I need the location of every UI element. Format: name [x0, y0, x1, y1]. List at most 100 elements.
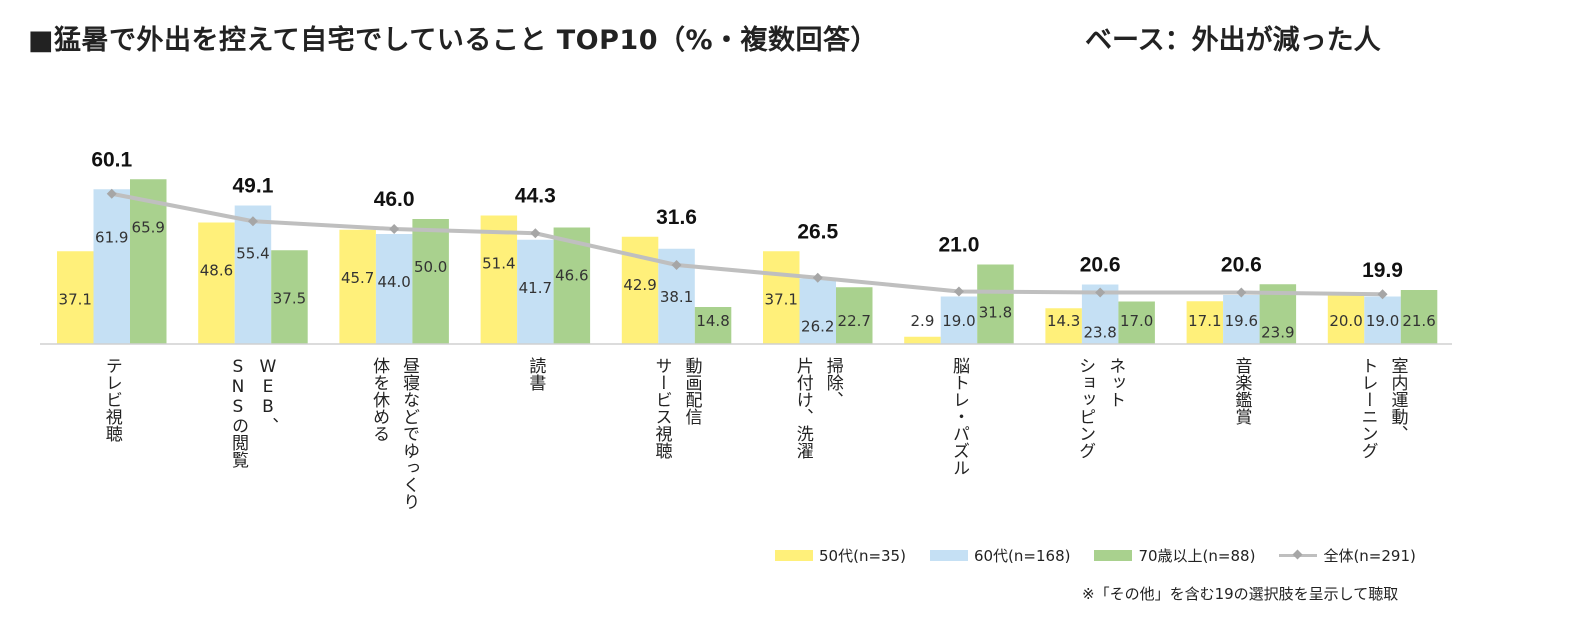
data-label-60s-8: 23.8	[1083, 324, 1116, 342]
bar-70s-10	[1400, 290, 1438, 344]
data-label-60s-4: 41.7	[519, 279, 552, 297]
total-point-10	[1377, 289, 1388, 300]
data-label-50s-6: 37.1	[765, 290, 798, 308]
total-point-7	[953, 286, 964, 297]
bar-line-chart: 37.1 48.6 45.7 51.4 42.9 37.1 2.9 14.3 17.1 20.0 6…	[40, 148, 1452, 510]
bar-60s-10	[1364, 296, 1401, 344]
data-label-50s-10: 20.0	[1329, 312, 1362, 330]
bar-50s-10	[1327, 294, 1365, 344]
data-label-70s-8: 17.0	[1120, 312, 1153, 330]
bar-60s-6	[799, 278, 836, 344]
total-point-8	[1095, 287, 1106, 298]
category-label-2-line1: SNSの閲覧	[228, 357, 249, 469]
bar-70s-8	[1118, 301, 1155, 344]
bar-60s-9	[1223, 295, 1260, 344]
legend-item-50s: 50代(n=35)	[775, 545, 906, 566]
category-label-5-line2: 動画配信	[682, 357, 703, 425]
total-label-3: 46.0	[374, 188, 415, 211]
legend-swatch-60s	[929, 550, 968, 561]
total-label-9: 20.6	[1221, 253, 1262, 276]
bar-50s-1	[57, 251, 94, 344]
total-point-3	[389, 224, 400, 234]
bar-70s-1	[130, 179, 167, 344]
category-label-10-line2: 室内運動、	[1388, 357, 1409, 442]
data-label-60s-3: 44.0	[377, 273, 410, 291]
bar-70s-2	[271, 250, 308, 344]
legend-swatch-50s	[775, 550, 813, 561]
total-label-4: 44.3	[515, 185, 556, 208]
data-label-60s-1: 61.9	[95, 228, 128, 246]
legend-item-60s: 60代(n=168)	[929, 545, 1071, 566]
bar-60s-7	[940, 296, 978, 344]
bar-70s-4	[553, 227, 591, 344]
legend-label-60s: 60代(n=168)	[973, 547, 1071, 565]
data-label-60s-9: 19.6	[1225, 312, 1258, 330]
data-label-70s-7: 31.8	[979, 304, 1012, 322]
total-label-2: 49.1	[233, 175, 274, 198]
total-label-1: 60.1	[91, 148, 132, 171]
bar-50s-7	[904, 336, 941, 344]
category-label-3-line2: 昼寝などでゆっくり	[399, 357, 420, 510]
bar-50s-9	[1186, 301, 1224, 344]
category-label-6-line2: 掃除、	[823, 357, 844, 408]
chart-base-note: ベース：外出が減った人	[1085, 25, 1381, 56]
category-label-8-line1: ショッピング	[1075, 357, 1095, 459]
total-point-4	[530, 228, 541, 239]
bar-70s-3	[412, 219, 449, 344]
total-label-5: 31.6	[656, 206, 697, 229]
category-label-3-line1: 体を休める	[369, 357, 390, 442]
category-label-8-line2: ネット	[1105, 357, 1125, 408]
bar-50s-4	[480, 215, 518, 344]
data-label-70s-3: 50.0	[414, 258, 447, 276]
category-label-1: テレビ視聴	[102, 357, 123, 442]
data-label-50s-2: 48.6	[200, 262, 233, 280]
data-label-70s-5: 14.8	[696, 312, 729, 330]
data-label-50s-8: 14.3	[1047, 312, 1080, 330]
data-label-70s-2: 37.5	[273, 289, 306, 307]
data-label-70s-6: 22.7	[838, 312, 871, 330]
category-label-4: 読書	[525, 357, 546, 391]
data-label-50s-9: 17.1	[1188, 312, 1221, 330]
chart-title: ■猛暑で外出を控えて自宅でしていること TOP10（%・複数回答）	[28, 25, 879, 56]
legend-swatch-70s	[1094, 550, 1133, 561]
data-label-50s-7: 2.9	[911, 312, 935, 330]
data-label-50s-1: 37.1	[59, 290, 92, 308]
bar-50s-2	[198, 222, 235, 344]
data-label-70s-4: 46.6	[555, 267, 588, 285]
legend-item-total: 全体(n=291)	[1279, 545, 1416, 566]
category-label-10-line1: トレーニング	[1358, 357, 1378, 459]
total-point-5	[671, 260, 682, 270]
data-label-70s-9: 23.9	[1261, 323, 1294, 341]
total-point-6	[812, 272, 823, 283]
total-label-6: 26.5	[797, 220, 838, 243]
data-label-50s-5: 42.9	[623, 276, 656, 294]
category-label-5-line1: サービス視聴	[652, 357, 673, 459]
bar-60s-2	[234, 205, 272, 344]
bar-50s-3	[339, 229, 376, 344]
legend-label-total: 全体(n=291)	[1323, 547, 1416, 565]
bar-60s-4	[517, 239, 554, 344]
category-label-6-line1: 片付け、洗濯	[793, 357, 814, 459]
data-label-60s-5: 38.1	[660, 288, 693, 306]
bar-70s-5	[694, 307, 732, 344]
bar-60s-3	[375, 234, 413, 344]
data-label-50s-4: 51.4	[482, 255, 515, 273]
data-label-70s-1: 65.9	[132, 218, 165, 236]
total-label-10: 19.9	[1362, 259, 1403, 282]
data-label-50s-3: 45.7	[341, 269, 374, 287]
total-line	[111, 191, 1383, 297]
bar-50s-6	[763, 251, 800, 344]
legend-swatch-total	[1279, 550, 1318, 561]
legend-item-70s: 70歳以上(n=88)	[1094, 545, 1255, 566]
total-point-9	[1236, 287, 1247, 298]
data-label-60s-2: 55.4	[236, 245, 269, 263]
total-point-2	[247, 216, 258, 227]
category-label-2-line2: WEB、	[258, 357, 278, 434]
category-label-9: 音楽鑑賞	[1231, 357, 1252, 425]
total-label-8: 20.6	[1080, 254, 1121, 277]
bar-70s-7	[977, 264, 1014, 344]
footnote: ※「その他」を含む19の選択肢を呈示して聴取	[1082, 585, 1399, 603]
legend-label-50s: 50代(n=35)	[819, 547, 906, 565]
total-point-1	[106, 188, 117, 199]
data-label-60s-6: 26.2	[801, 318, 834, 336]
